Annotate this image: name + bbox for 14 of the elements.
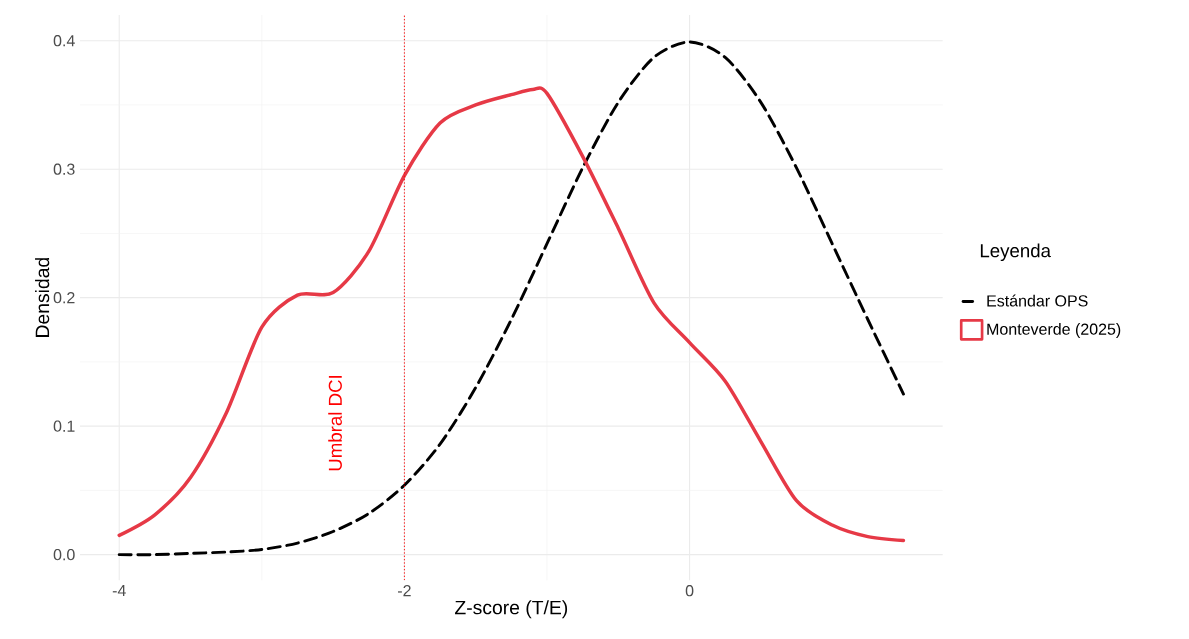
ref-line-label: Umbral DCI <box>328 375 342 471</box>
x-tick-label: -4 <box>112 585 126 597</box>
legend-label: Monteverde (2025) <box>987 323 1121 338</box>
y-tick-label: 0.0 <box>53 548 75 561</box>
y-axis-title: Densidad <box>35 258 50 337</box>
x-tick-label: 0 <box>685 585 694 597</box>
legend-label: Estándar OPS <box>987 294 1088 307</box>
y-tick-label: 0.3 <box>53 163 75 175</box>
y-tick-label: 0.1 <box>53 420 75 432</box>
y-tick-label: 0.4 <box>53 35 75 47</box>
y-tick-label: 0.2 <box>53 292 75 304</box>
legend-title: Leyenda <box>980 243 1051 262</box>
x-tick-label: -2 <box>398 585 411 597</box>
x-axis-title: Z-score (T/E) <box>455 600 568 619</box>
